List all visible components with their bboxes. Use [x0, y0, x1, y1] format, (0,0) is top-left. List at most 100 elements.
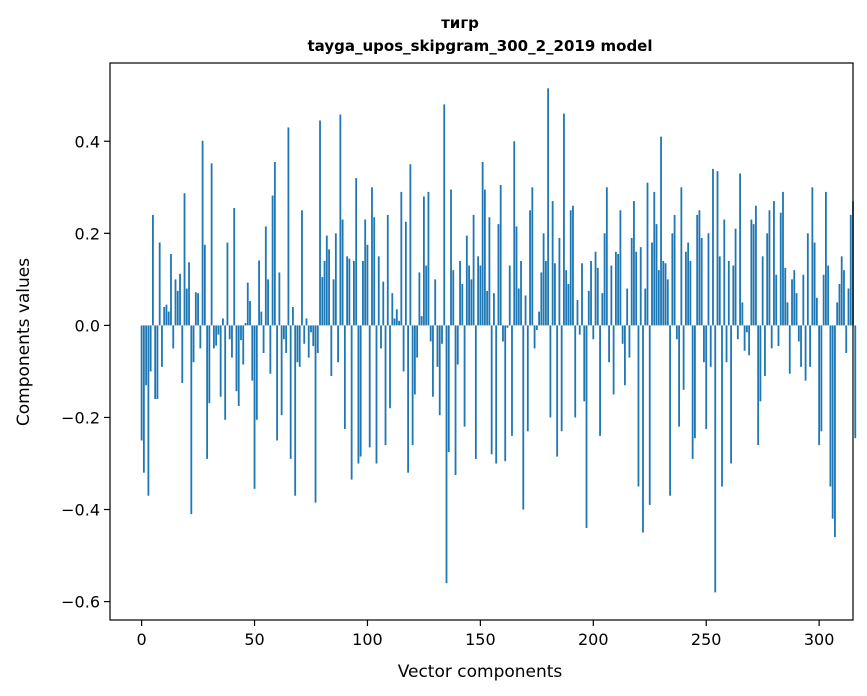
bar	[389, 325, 391, 409]
bar	[520, 260, 522, 326]
bar	[273, 161, 276, 326]
bar	[425, 265, 428, 326]
bar	[253, 325, 256, 489]
bar	[341, 219, 344, 326]
bar	[849, 214, 852, 326]
bar	[183, 193, 186, 326]
bar	[152, 214, 154, 326]
x-tick-label: 300	[804, 630, 835, 649]
bar	[454, 325, 457, 475]
bar	[249, 300, 251, 326]
bar	[233, 208, 236, 326]
bar	[441, 325, 443, 344]
bar	[362, 260, 364, 326]
bar	[531, 187, 534, 326]
bar	[206, 325, 209, 459]
bar	[592, 325, 595, 340]
bar	[673, 214, 676, 326]
x-tick-label: 50	[244, 630, 264, 649]
bar	[558, 237, 561, 326]
bar	[678, 325, 681, 427]
bar	[682, 325, 685, 390]
bar	[705, 325, 708, 429]
bar	[576, 300, 579, 326]
bar	[630, 237, 633, 326]
bar	[314, 325, 317, 503]
bar	[384, 325, 387, 446]
bar	[504, 325, 507, 462]
y-tick-label: 0.4	[75, 132, 100, 151]
bar	[752, 224, 755, 326]
bar	[497, 224, 500, 326]
bar	[228, 325, 231, 340]
bar	[517, 288, 520, 326]
bar	[675, 325, 678, 340]
bar	[508, 265, 511, 326]
bar	[768, 210, 771, 326]
bar	[547, 88, 550, 326]
bar	[386, 214, 389, 326]
bar	[479, 265, 482, 326]
bar	[840, 256, 843, 326]
bar	[513, 141, 516, 326]
bar	[723, 219, 726, 326]
bar	[773, 201, 775, 326]
bar	[572, 205, 574, 326]
bar	[506, 325, 509, 328]
y-tick-label: −0.2	[61, 408, 100, 427]
bars-group	[140, 88, 857, 593]
bar	[524, 295, 527, 326]
y-axis-label: Components values	[14, 258, 34, 426]
bar	[402, 325, 405, 372]
bar	[653, 191, 656, 326]
bar	[802, 274, 805, 326]
bar	[621, 325, 624, 344]
bar	[429, 325, 432, 342]
chart-subtitle: tayga_upos_skipgram_300_2_2019 model	[308, 37, 653, 55]
bar	[179, 273, 181, 326]
bar	[357, 325, 360, 464]
bar	[718, 256, 721, 326]
bar	[583, 325, 586, 402]
bar	[843, 270, 845, 326]
bar	[578, 325, 581, 335]
bar	[804, 325, 807, 381]
bar	[712, 168, 714, 326]
bar	[280, 325, 283, 416]
bar	[813, 242, 816, 326]
bar	[617, 254, 620, 326]
bar	[750, 219, 753, 326]
bar	[761, 256, 764, 326]
bar	[714, 325, 717, 593]
bar	[745, 325, 748, 333]
bar	[447, 325, 450, 452]
bar	[240, 325, 242, 341]
bar	[463, 325, 466, 427]
bar	[594, 251, 597, 326]
bar	[325, 235, 328, 326]
bar	[829, 325, 832, 487]
bar	[648, 325, 651, 505]
bar	[434, 279, 437, 326]
bar	[734, 228, 737, 326]
bar	[294, 325, 297, 496]
bar	[172, 325, 175, 349]
bar	[330, 325, 333, 377]
bar	[298, 325, 301, 367]
bar	[147, 325, 150, 496]
bar	[736, 325, 739, 340]
bar	[605, 187, 608, 326]
bar	[242, 325, 245, 365]
x-tick-label: 250	[691, 630, 722, 649]
bar	[827, 265, 830, 326]
bar	[303, 325, 306, 344]
bar	[662, 260, 665, 326]
bar	[199, 325, 202, 349]
bar	[687, 242, 690, 326]
bar	[203, 244, 206, 326]
bar	[540, 272, 543, 326]
bar	[156, 325, 159, 400]
y-tick-label: −0.6	[61, 593, 100, 612]
bar	[775, 274, 778, 326]
bar	[316, 325, 319, 354]
